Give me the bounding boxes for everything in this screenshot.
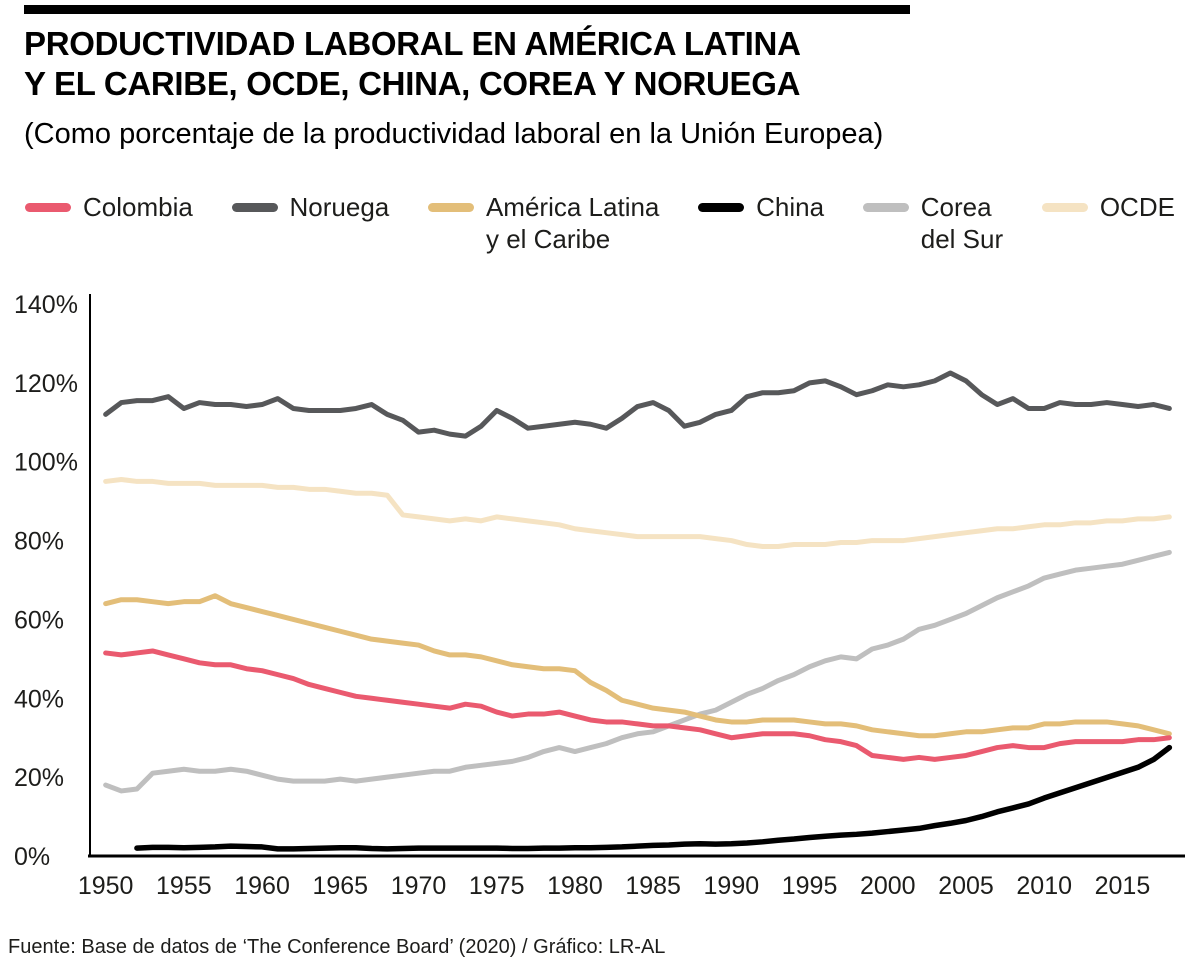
x-tick-label: 1965: [312, 872, 368, 900]
legend-swatch-ocde: [1041, 203, 1088, 212]
page-title-line-2: Y EL CARIBE, OCDE, CHINA, COREA Y NORUEG…: [24, 64, 801, 102]
accent-top-bar: [24, 5, 910, 14]
line-chart: 0% 20% 40% 60% 80% 100% 120% 140% 1950 1955 1960 19…: [0, 282, 1200, 922]
legend-label-china: China: [756, 192, 825, 222]
series-line-china: [134, 744, 1173, 852]
legend-item-america-latina: América Latina y el Caribe: [427, 192, 660, 255]
page-title: PRODUCTIVIDAD LABORAL EN AMÉRICA LATINA …: [24, 24, 1174, 103]
source-note: Fuente: Base de datos de ‘The Conference…: [8, 936, 666, 958]
series-line-colombia: [103, 648, 1172, 762]
x-tick-label: 1955: [156, 872, 212, 900]
y-tick-label: 0%: [14, 843, 50, 871]
x-tick-label: 1960: [234, 872, 290, 900]
legend-label-noruega: Noruega: [289, 192, 390, 222]
legend-swatch-america-latina: [427, 203, 474, 212]
y-tick-label: 80%: [14, 528, 64, 556]
x-tick-label: 1970: [391, 872, 447, 900]
x-tick-label: 1995: [782, 872, 838, 900]
legend-label-america-latina: América Latina y el Caribe: [485, 192, 660, 254]
x-tick-label: 1990: [704, 872, 760, 900]
y-tick-label: 40%: [14, 685, 64, 713]
series-line-corea-del-sur: [103, 549, 1172, 794]
legend-label-colombia: Colombia: [83, 192, 193, 222]
chart-legend: Colombia Noruega América Latina y el Caribe…: [25, 192, 1175, 255]
x-tick-label: 1950: [78, 872, 134, 900]
legend-swatch-china: [698, 203, 745, 212]
y-tick-label: 20%: [14, 764, 64, 792]
y-tick-label: 120%: [14, 370, 78, 398]
page-title-line-1: PRODUCTIVIDAD LABORAL EN AMÉRICA LATINA: [24, 25, 801, 62]
x-tick-label: 1980: [547, 872, 603, 900]
chart-canvas: 0% 20% 40% 60% 80% 100% 120% 140% 1950 1955 1960 19…: [14, 291, 1185, 900]
legend-swatch-noruega: [231, 203, 278, 212]
page-subtitle: (Como porcentaje de la productividad lab…: [24, 118, 884, 150]
legend-label-corea-del-sur: Corea del Sur: [920, 192, 1004, 254]
x-tick-label: 1985: [625, 872, 681, 900]
series-line-ocde: [103, 476, 1172, 549]
x-tick-label: 2005: [938, 872, 994, 900]
legend-item-china: China: [698, 192, 824, 224]
y-tick-label: 100%: [14, 449, 78, 477]
legend-item-corea-del-sur: Corea del Sur: [862, 192, 1004, 255]
x-tick-label: 2010: [1016, 872, 1072, 900]
series-line-noruega: [103, 370, 1172, 439]
legend-item-ocde: OCDE: [1041, 192, 1175, 224]
legend-item-noruega: Noruega: [231, 192, 390, 224]
legend-item-colombia: Colombia: [25, 192, 193, 224]
x-tick-label: 2015: [1095, 872, 1151, 900]
x-tick-label: 2000: [860, 872, 916, 900]
legend-swatch-corea-del-sur: [862, 203, 909, 212]
y-tick-label: 140%: [14, 291, 78, 319]
series-line-america-latina: [103, 593, 1172, 739]
legend-label-ocde: OCDE: [1099, 192, 1175, 222]
y-tick-label: 60%: [14, 606, 64, 634]
legend-swatch-colombia: [25, 203, 71, 212]
x-tick-label: 1975: [469, 872, 525, 900]
